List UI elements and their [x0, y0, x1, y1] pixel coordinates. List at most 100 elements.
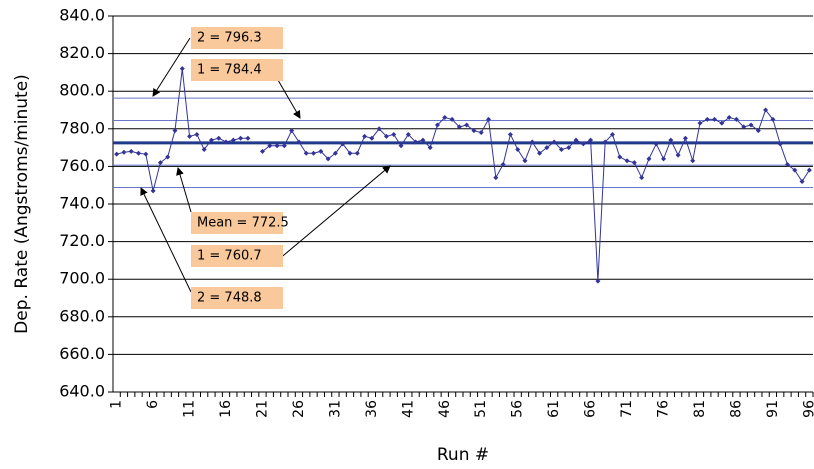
data-point — [223, 139, 229, 145]
data-point — [777, 141, 783, 147]
x-tick-label: 51 — [473, 400, 489, 418]
data-point — [537, 150, 543, 156]
data-point — [763, 107, 769, 113]
annotation-label: 1 = 760.7 — [197, 249, 262, 264]
y-tick-label: 700.0 — [59, 269, 105, 288]
data-point — [792, 167, 798, 173]
y-tick-label: 760.0 — [59, 156, 105, 175]
data-point — [646, 156, 652, 162]
data-point — [631, 160, 637, 166]
x-tick-label: 6 — [145, 400, 161, 409]
annotation-box — [191, 27, 283, 49]
data-point — [398, 143, 404, 149]
annotation-label: 2 = 748.8 — [197, 291, 262, 306]
data-point — [712, 116, 718, 122]
data-point — [617, 154, 623, 160]
x-tick-label: 36 — [364, 400, 380, 418]
data-point — [551, 139, 557, 145]
data-point — [507, 131, 513, 137]
data-point — [318, 148, 324, 154]
data-point — [588, 137, 594, 143]
x-tick-label: 81 — [692, 400, 708, 418]
data-point — [675, 152, 681, 158]
data-point — [340, 141, 346, 147]
data-point — [157, 160, 163, 166]
data-point — [179, 66, 185, 72]
data-point — [194, 131, 200, 137]
data-point — [639, 175, 645, 181]
x-tick-label: 91 — [765, 400, 781, 418]
data-point — [719, 120, 725, 126]
y-tick-label: 680.0 — [59, 306, 105, 325]
data-point — [281, 143, 287, 149]
data-point — [668, 137, 674, 143]
data-point — [806, 167, 812, 173]
data-point — [391, 131, 397, 137]
data-point — [493, 175, 499, 181]
x-tick-label: 76 — [656, 400, 672, 418]
x-tick-label: 41 — [400, 400, 416, 418]
y-tick-label: 820.0 — [59, 43, 105, 62]
x-tick-label: 16 — [218, 400, 234, 418]
x-tick-label: 46 — [437, 400, 453, 418]
data-point — [697, 120, 703, 126]
data-point — [245, 135, 251, 141]
data-point — [478, 130, 484, 136]
x-tick-label: 71 — [619, 400, 635, 418]
data-point — [733, 116, 739, 122]
data-point — [558, 146, 564, 152]
data-point — [332, 150, 338, 156]
y-tick-label: 780.0 — [59, 118, 105, 137]
data-point — [682, 135, 688, 141]
data-point — [449, 116, 455, 122]
data-point — [755, 128, 761, 134]
data-point — [136, 150, 142, 156]
data-point — [726, 115, 732, 121]
data-point — [413, 139, 419, 145]
data-point — [799, 178, 805, 184]
y-tick-label: 640.0 — [59, 382, 105, 401]
data-point — [595, 278, 601, 284]
data-point — [303, 150, 309, 156]
annotation-label: Mean = 772.5 — [197, 216, 289, 231]
annotation-arrow — [277, 79, 301, 119]
data-point — [580, 141, 586, 147]
data-point — [471, 128, 477, 134]
data-point — [704, 116, 710, 122]
x-tick-label: 31 — [327, 400, 343, 418]
data-point — [201, 146, 207, 152]
annotation-label: 1 = 784.4 — [197, 63, 262, 78]
x-tick-label: 56 — [510, 400, 526, 418]
data-point — [515, 146, 521, 152]
x-tick-label: 21 — [254, 400, 270, 418]
data-point — [216, 135, 222, 141]
data-point — [289, 128, 295, 134]
data-point — [369, 135, 375, 141]
data-point — [114, 151, 120, 157]
x-tick-label: 1 — [109, 400, 125, 409]
data-point — [741, 124, 747, 130]
data-point — [187, 133, 193, 139]
y-tick-label: 740.0 — [59, 194, 105, 213]
data-point — [376, 126, 382, 132]
annotation-arrow — [140, 187, 192, 293]
annotation-arrow — [277, 165, 391, 261]
data-point — [464, 122, 470, 128]
y-axis-label: Dep. Rate (Angstroms/minute) — [12, 74, 32, 334]
y-tick-label: 840.0 — [59, 6, 105, 25]
x-tick-label: 11 — [182, 400, 198, 418]
data-point — [690, 158, 696, 164]
annotation-box — [191, 59, 283, 81]
data-point — [442, 115, 448, 121]
data-point — [362, 133, 368, 139]
data-point — [165, 154, 171, 160]
x-tick-label: 66 — [583, 400, 599, 418]
data-point — [274, 143, 280, 149]
data-point — [566, 145, 572, 151]
annotation-box — [191, 287, 283, 309]
y-tick-label: 660.0 — [59, 344, 105, 363]
x-tick-label: 61 — [546, 400, 562, 418]
data-point — [427, 145, 433, 151]
annotation-arrow — [176, 167, 192, 213]
